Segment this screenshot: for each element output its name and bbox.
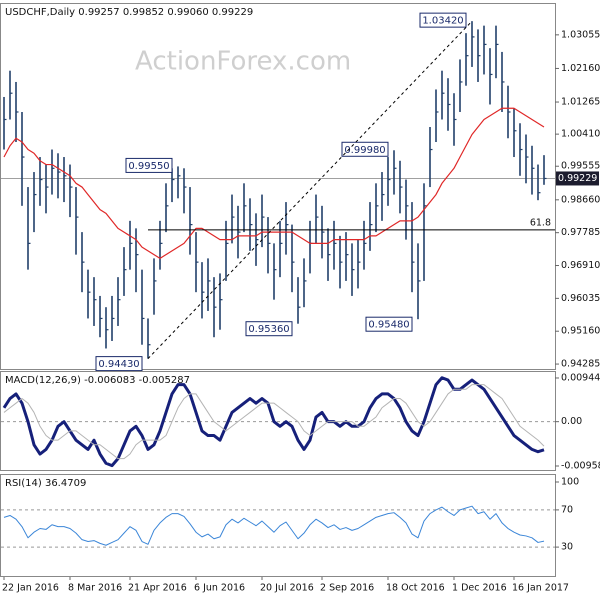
price-annotation: 0.99980 bbox=[344, 145, 385, 156]
x-tick-label: 18 Oct 2016 bbox=[386, 583, 445, 594]
x-tick-label: 16 Jan 2017 bbox=[512, 583, 569, 594]
panel-title: USDCHF,Daily 0.99257 0.99852 0.99060 0.9… bbox=[5, 7, 253, 18]
panel-frame bbox=[0, 3, 556, 370]
price-annotation-box bbox=[125, 157, 173, 173]
x-tick-label: 21 Apr 2016 bbox=[128, 583, 187, 594]
y-tick-label: 0.00 bbox=[561, 416, 582, 427]
panel-title: MACD(12,26,9) -0.006083 -0.005287 bbox=[5, 375, 190, 386]
price-annotation: 0.95480 bbox=[368, 320, 409, 331]
panel-frame bbox=[0, 371, 556, 471]
y-tick-label: 1.01265 bbox=[561, 97, 600, 108]
x-tick-label: 20 Jul 2016 bbox=[260, 583, 314, 594]
y-tick-label: 1.03055 bbox=[561, 29, 600, 40]
x-tick-label: 1 Dec 2016 bbox=[452, 583, 507, 594]
last-price-label: 0.99229 bbox=[558, 173, 597, 184]
x-tick-label: 6 Jun 2016 bbox=[194, 583, 245, 594]
series-line bbox=[3, 384, 545, 460]
price-annotation-box bbox=[95, 356, 143, 372]
y-tick-label: 1.02160 bbox=[561, 63, 600, 74]
y-tick-label: 30 bbox=[561, 542, 573, 553]
fib-label: 61.8 bbox=[530, 217, 551, 228]
watermark: ActionForex.com bbox=[135, 47, 351, 77]
x-tick-label: 22 Jan 2016 bbox=[2, 583, 59, 594]
y-tick-label: 0.98660 bbox=[561, 194, 600, 205]
panel-frame bbox=[0, 474, 556, 577]
y-tick-label: 0.96910 bbox=[561, 260, 600, 271]
y-tick-label: -0.009588 bbox=[561, 461, 600, 472]
y-tick-label: 0.95160 bbox=[561, 326, 600, 337]
panel-title: RSI(14) 36.4709 bbox=[5, 478, 86, 489]
y-tick-label: 0.96035 bbox=[561, 293, 600, 304]
price-annotation-box bbox=[419, 12, 467, 28]
y-tick-label: 0.97785 bbox=[561, 227, 600, 238]
series-line bbox=[3, 505, 545, 546]
y-tick-label: 1.00410 bbox=[561, 129, 600, 140]
price-annotation: 1.03420 bbox=[422, 16, 463, 27]
y-tick-label: 0.009446 bbox=[561, 372, 600, 383]
last-price-box bbox=[556, 171, 599, 186]
series-line bbox=[3, 107, 545, 259]
price-annotation-box bbox=[365, 316, 413, 332]
y-tick-label: 0.94285 bbox=[561, 359, 600, 370]
y-tick-label: 0.99555 bbox=[561, 161, 600, 172]
price-annotation-box bbox=[341, 141, 389, 157]
price-annotation: 0.99550 bbox=[128, 161, 169, 172]
x-tick-label: 2 Sep 2016 bbox=[320, 583, 374, 594]
y-tick-label: 70 bbox=[561, 504, 573, 515]
price-annotation-box bbox=[245, 321, 293, 337]
price-annotation: 0.94430 bbox=[98, 359, 139, 370]
x-tick-label: 8 Mar 2016 bbox=[68, 583, 122, 594]
price-annotation: 0.95360 bbox=[248, 324, 289, 335]
y-tick-label: 100 bbox=[561, 477, 579, 488]
